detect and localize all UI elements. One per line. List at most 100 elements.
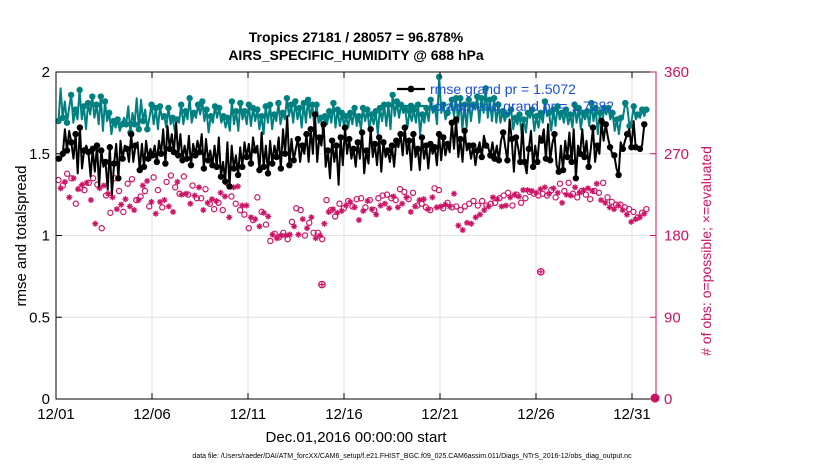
obs-evaluated-point: [87, 197, 94, 204]
rmse-point: [269, 160, 276, 167]
legend-rmse-marker: [407, 85, 415, 93]
isolated-obs-asterisk: [538, 269, 544, 275]
totalspread-point: [144, 126, 151, 133]
obs-evaluated-point: [403, 194, 410, 201]
y-right-tick-label: 90: [664, 309, 681, 326]
y-right-tick-label: 0: [664, 391, 672, 408]
obs-evaluated-point: [554, 189, 561, 196]
rmse-point: [264, 170, 272, 177]
obs-evaluated-point: [139, 182, 146, 189]
obs-possible-point: [362, 204, 369, 211]
obs-evaluated-point: [325, 208, 332, 215]
obs-possible-point: [63, 170, 71, 177]
rmse-point: [196, 148, 203, 156]
rmse-point: [384, 147, 391, 154]
rmse-point: [175, 152, 182, 159]
rmse-point: [619, 145, 627, 153]
rmse-point: [303, 130, 310, 138]
totalspread-point: [135, 126, 143, 133]
rmse-point: [611, 152, 618, 159]
rmse-point: [294, 135, 302, 143]
totalspread-point: [114, 116, 121, 123]
obs-possible-point: [189, 182, 196, 189]
obs-possible-point: [141, 187, 149, 195]
y-right-tick-label: 180: [664, 228, 689, 245]
rmse-point: [581, 153, 588, 161]
rmse-point: [115, 175, 122, 182]
obs-evaluated-point: [278, 232, 285, 239]
x-tick-label: 12/16: [325, 406, 363, 423]
obs-evaluated-point: [273, 235, 280, 242]
totalspread-point: [588, 99, 595, 107]
rmse-point: [337, 134, 344, 141]
obs-evaluated-point: [105, 190, 112, 197]
rmse-point: [393, 137, 400, 144]
totalspread-point: [617, 114, 625, 121]
obs-possible-point: [197, 195, 205, 202]
obs-evaluated-point: [256, 223, 263, 230]
rmse-point: [405, 137, 413, 144]
obs-evaluated-point: [494, 196, 501, 203]
rmse-point: [93, 142, 101, 149]
obs-evaluated-point: [61, 178, 68, 185]
totalspread-point: [304, 96, 312, 103]
right-y-axis-ticks: 0 90 180 270 360: [650, 64, 689, 408]
rmse-point: [260, 163, 267, 171]
totalspread-point: [457, 94, 464, 102]
obs-evaluated-point: [563, 191, 570, 198]
obs-evaluated-point: [170, 208, 177, 215]
obs-possible-point: [115, 187, 123, 195]
obs-evaluated-point: [308, 214, 315, 221]
obs-possible-point: [254, 194, 261, 201]
chart-title-line1: Tropics 27181 / 28057 = 96.878%: [249, 29, 464, 45]
obs-evaluated-point: [451, 190, 458, 197]
obs-possible-point: [245, 225, 252, 232]
rmse-point: [183, 155, 190, 162]
obs-possible-point: [457, 206, 464, 214]
obs-evaluated-point: [455, 222, 462, 229]
obs-possible-point: [478, 197, 486, 205]
rmse-point: [431, 144, 438, 151]
rmse-point: [290, 157, 297, 164]
rmse-point: [636, 145, 644, 153]
obs-evaluated-point: [546, 190, 553, 197]
totalspread-point: [444, 109, 451, 117]
rmse-point: [546, 157, 554, 164]
rmse-point: [457, 135, 464, 143]
obs-possible-point: [219, 206, 226, 214]
y-left-tick-label: 1: [42, 228, 50, 245]
obs-possible-point: [565, 179, 572, 187]
rmse-point: [102, 158, 109, 166]
obs-evaluated-point: [459, 227, 466, 234]
obs-possible-point: [72, 200, 79, 207]
totalspread-point: [279, 109, 286, 117]
obs-possible-point: [150, 174, 157, 181]
zero-obs-marker: [650, 393, 660, 403]
obs-evaluated-point: [161, 197, 168, 204]
obs-possible-point: [55, 176, 62, 184]
obs-possible-point: [210, 205, 218, 213]
obs-possible-point: [587, 195, 594, 203]
obs-evaluated-point: [83, 179, 90, 186]
obs-evaluated-point: [243, 202, 250, 209]
obs-evaluated-point: [295, 231, 302, 238]
obs-possible-point: [625, 205, 633, 213]
totalspread-point: [296, 104, 303, 112]
totalspread-point: [84, 99, 92, 107]
obs-possible-point: [154, 186, 162, 194]
data-file-footnote: data file: /Users/raeder/DAI/ATM_forcXX/…: [192, 453, 632, 460]
totalspread-point: [469, 101, 477, 108]
obs-evaluated-point: [368, 206, 375, 213]
obs-evaluated-point: [567, 192, 574, 199]
obs-possible-point: [509, 202, 516, 209]
totalspread-point: [482, 85, 489, 92]
obs-possible-point: [137, 193, 144, 200]
totalspread-point: [258, 112, 265, 120]
rmse-point: [307, 126, 314, 133]
obs-evaluated-point: [381, 200, 388, 207]
obs-evaluated-point: [200, 207, 207, 214]
rmse-point: [333, 142, 340, 149]
obs-evaluated-point: [420, 196, 427, 203]
legend-rmse-label: rmse grand pr = 1.5072: [430, 81, 576, 97]
totalspread-point: [283, 94, 291, 102]
